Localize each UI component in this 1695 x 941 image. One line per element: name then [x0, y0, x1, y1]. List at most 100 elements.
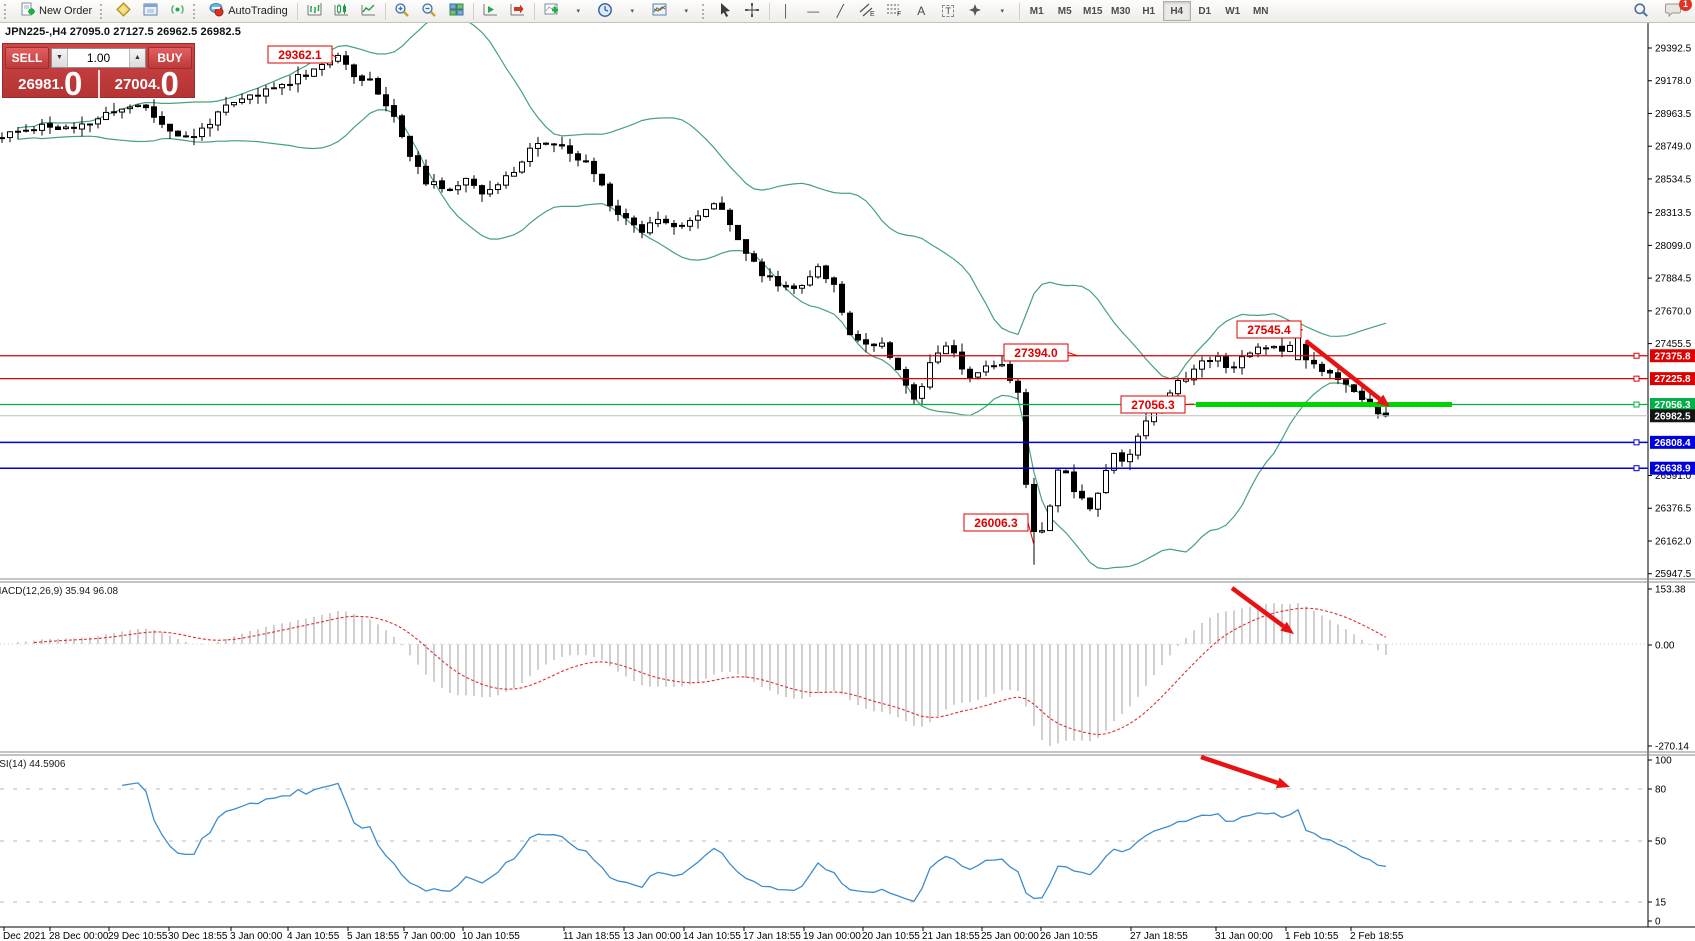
- buy-price[interactable]: 27004. 0: [100, 70, 195, 98]
- crosshair-tool-button[interactable]: [739, 1, 766, 22]
- signals-button[interactable]: [164, 1, 191, 22]
- toolbar-grip[interactable]: [193, 3, 199, 19]
- svg-text:19 Jan 00:00: 19 Jan 00:00: [803, 931, 861, 941]
- templates-button[interactable]: [646, 1, 673, 22]
- cursor-icon: [718, 2, 732, 20]
- sell-button[interactable]: SELL: [5, 46, 49, 69]
- toolbar-separator: [384, 2, 386, 20]
- data-window-button[interactable]: [137, 1, 164, 22]
- volume-decrease-button[interactable]: ▼: [52, 48, 68, 67]
- sell-price-main: 26981.: [18, 76, 65, 93]
- indicators-button[interactable]: [538, 1, 565, 22]
- chart-shift-icon: [483, 2, 498, 20]
- support-zone-segment[interactable]: [1196, 402, 1452, 408]
- horizontal-lines[interactable]: [0, 352, 1648, 472]
- svg-text:26006.3: 26006.3: [974, 516, 1018, 530]
- tile-windows-button[interactable]: [443, 1, 470, 22]
- trend-arrows[interactable]: [1200, 339, 1390, 789]
- price-label-annotation[interactable]: 26006.3: [963, 513, 1035, 546]
- timeframe-button-H1[interactable]: H1: [1142, 5, 1156, 17]
- indicators-icon: [544, 2, 559, 20]
- pane-labels: MACD(12,26,9) 35.94 96.08 RSI(14) 44.5906: [0, 586, 119, 770]
- timeframe-button-MN[interactable]: MN: [1252, 5, 1269, 17]
- text-icon: A: [917, 4, 926, 18]
- channel-tool-button[interactable]: E: [854, 1, 881, 22]
- red-trend-arrow[interactable]: [1230, 586, 1294, 634]
- periods-button[interactable]: [592, 1, 619, 22]
- svg-text:2 Feb 18:55: 2 Feb 18:55: [1350, 931, 1404, 941]
- market-watch-icon: [116, 2, 131, 20]
- timeframe-button-D1[interactable]: D1: [1198, 5, 1212, 17]
- autotrading-icon: [209, 2, 224, 20]
- toolbar-grip[interactable]: [4, 3, 10, 19]
- autotrading-button[interactable]: AutoTrading: [203, 1, 294, 22]
- bar-chart-mode-button[interactable]: [301, 1, 328, 22]
- zoom-in-icon: [394, 2, 410, 21]
- candlestick-mode-button[interactable]: [328, 1, 355, 22]
- text-tool-button[interactable]: A: [908, 1, 935, 22]
- price-label-annotation[interactable]: 27545.4: [1236, 320, 1304, 339]
- volume-value[interactable]: 1.00: [86, 50, 111, 65]
- price-label-annotation[interactable]: 27056.3: [1120, 395, 1195, 414]
- zoom-out-button[interactable]: [416, 1, 443, 22]
- svg-text:E: E: [870, 11, 875, 17]
- equidistant-channel-icon: E: [859, 2, 875, 20]
- buy-button[interactable]: BUY: [148, 46, 192, 69]
- symbol-ohlc-info: JPN225-,H4 27095.0 27127.5 26962.5 26982…: [5, 26, 242, 38]
- support-segment[interactable]: [1196, 402, 1452, 408]
- timeframe-toolbar: M1 M5 M15 M30 H1 H4 D1 W1 MN: [1023, 1, 1275, 21]
- price-axis[interactable]: 29392.5 29178.0 28963.5 28749.0 28534.5 28313…: [1648, 44, 1692, 581]
- indicators-dropdown-caret[interactable]: ▾: [576, 8, 580, 15]
- horizontal-line-tool-button[interactable]: —: [800, 1, 827, 22]
- price-annotations[interactable]: 29362.1 27394.0 27545.4 27056.3 26006.3: [267, 45, 1304, 546]
- svg-text:27884.5: 27884.5: [1655, 274, 1692, 285]
- market-watch-button[interactable]: [110, 1, 137, 22]
- time-axis[interactable]: Dec 2021 28 Dec 00:00 29 Dec 10:55 30 Dec 1…: [3, 927, 1404, 941]
- vertical-line-tool-button[interactable]: │: [773, 1, 800, 22]
- trendline-icon: ╱: [836, 4, 844, 18]
- timeframe-button-W1[interactable]: W1: [1225, 5, 1241, 17]
- svg-text:50: 50: [1655, 837, 1667, 848]
- indicator-axis[interactable]: 153.38 0.00 -270.14 100 80 50 15 0: [1648, 585, 1689, 928]
- buy-price-pips: 0: [160, 70, 179, 98]
- templates-dropdown-caret[interactable]: ▾: [684, 8, 688, 15]
- timeframe-button-M1[interactable]: M1: [1029, 5, 1044, 17]
- svg-text:20 Jan 10:55: 20 Jan 10:55: [862, 931, 920, 941]
- svg-text:5 Jan 18:55: 5 Jan 18:55: [347, 931, 400, 941]
- auto-scroll-button[interactable]: [504, 1, 531, 22]
- svg-text:7 Jan 00:00: 7 Jan 00:00: [403, 931, 456, 941]
- arrows-dropdown-caret[interactable]: ▾: [1000, 8, 1004, 15]
- red-trend-arrow[interactable]: [1200, 754, 1290, 789]
- periods-clock-icon: [597, 2, 613, 21]
- arrows-tool-button[interactable]: [962, 1, 989, 22]
- toolbar-grip[interactable]: [100, 3, 106, 19]
- svg-text:Dec 2021: Dec 2021: [3, 931, 46, 941]
- svg-text:29178.0: 29178.0: [1655, 76, 1692, 87]
- fibonacci-tool-button[interactable]: F: [881, 1, 908, 22]
- timeframe-button-M15[interactable]: M15: [1082, 5, 1103, 17]
- zoom-in-button[interactable]: [389, 1, 416, 22]
- timeframe-button-M5[interactable]: M5: [1057, 5, 1072, 17]
- price-label-annotation[interactable]: 27394.0: [1003, 343, 1079, 362]
- red-trend-arrow[interactable]: [1304, 339, 1390, 407]
- timeframe-button-M30[interactable]: M30: [1110, 5, 1131, 17]
- chart-shift-button[interactable]: [477, 1, 504, 22]
- svg-text:30 Dec 18:55: 30 Dec 18:55: [168, 931, 228, 941]
- notifications-button[interactable]: 1: [1660, 0, 1692, 22]
- text-label-tool-button[interactable]: T: [935, 1, 962, 22]
- line-chart-mode-button[interactable]: [355, 1, 382, 22]
- new-order-button[interactable]: New Order: [14, 1, 98, 22]
- periods-dropdown-caret[interactable]: ▾: [630, 8, 634, 15]
- volume-increase-button[interactable]: ▲: [129, 48, 145, 67]
- cursor-tool-button[interactable]: [712, 1, 739, 22]
- svg-text:28963.5: 28963.5: [1655, 109, 1692, 120]
- toolbar-grip[interactable]: [701, 3, 708, 19]
- search-button[interactable]: [1627, 1, 1654, 22]
- trendline-tool-button[interactable]: ╱: [827, 1, 854, 22]
- price-label-annotation[interactable]: 29362.1: [267, 45, 338, 64]
- timeframe-button-H4[interactable]: H4: [1162, 1, 1191, 21]
- sell-price[interactable]: 26981. 0: [3, 70, 98, 98]
- tile-windows-icon: [449, 2, 464, 20]
- arrow-objects-icon: [968, 3, 982, 20]
